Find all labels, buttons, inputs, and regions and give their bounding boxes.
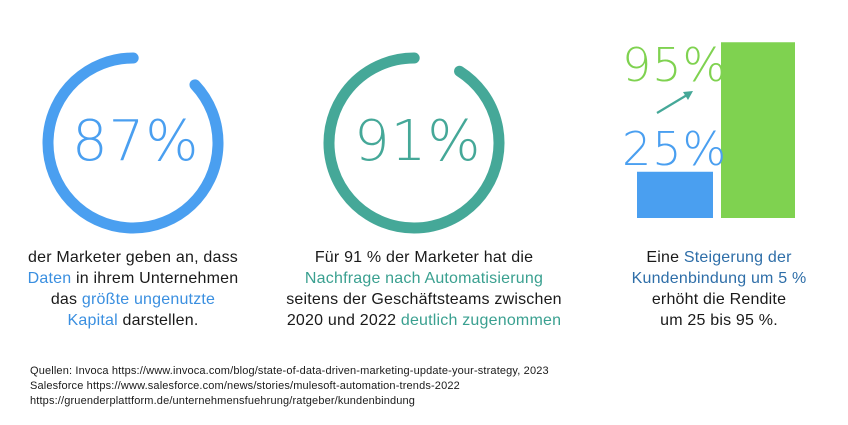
caption-91-highlight-zugenommen: deutlich zugenommen xyxy=(400,312,562,329)
caption-bars-highlight-steigerung: Steigerung der xyxy=(683,249,792,266)
caption-87: der Marketer geben an, dass Daten in ihr… xyxy=(18,247,248,331)
source-salesforce: Salesforce https://www.salesforce.com/ne… xyxy=(30,380,460,392)
caption-87-highlight-daten: Daten xyxy=(27,270,72,287)
caption-87-line3-pre: das xyxy=(50,291,82,308)
bar-95-label: 95% xyxy=(622,38,728,92)
caption-87-line4-rest: darstellen. xyxy=(117,312,199,329)
sources: Quellen: Invoca https://www.invoca.com/b… xyxy=(30,364,549,409)
caption-91-line4-pre: 2020 und 2022 xyxy=(286,312,401,329)
caption-91-line2: Nachfrage nach Automatisierung xyxy=(274,268,574,289)
bar-25-label: 25% xyxy=(622,122,728,176)
caption-bars-line1-pre: Eine xyxy=(646,249,684,266)
caption-87-line3: das größte ungenutzte xyxy=(18,289,248,310)
caption-87-line2-rest: in ihrem Unternehmen xyxy=(71,270,239,287)
caption-bars-line4: um 25 bis 95 %. xyxy=(660,312,778,329)
ring-91-label: 91% xyxy=(354,109,482,174)
bar-25 xyxy=(637,171,713,218)
caption-87-line2: Daten in ihrem Unternehmen xyxy=(18,268,248,289)
caption-bars-line3: erhöht die Rendite xyxy=(651,291,787,308)
ring-87-label: 87% xyxy=(72,109,200,174)
arrow-icon xyxy=(656,91,693,114)
source-invoca: Quellen: Invoca https://www.invoca.com/b… xyxy=(30,365,549,377)
caption-bars-line2: Kundenbindung um 5 % xyxy=(608,268,830,289)
caption-87-line4: Kapital darstellen. xyxy=(18,310,248,331)
caption-bars-highlight-kundenbindung: Kundenbindung um 5 % xyxy=(631,270,807,287)
caption-91-highlight-nachfrage: Nachfrage nach Automatisierung xyxy=(304,270,544,287)
caption-87-line1: der Marketer geben an, dass xyxy=(28,249,238,266)
bar-95 xyxy=(721,42,795,218)
caption-87-highlight-kapital2: Kapital xyxy=(67,312,118,329)
source-gruenderplattform: https://gruenderplattform.de/unternehmen… xyxy=(30,395,416,407)
caption-87-highlight-kapital1: größte ungenutzte xyxy=(81,291,216,308)
caption-bars-line1: Eine Steigerung der xyxy=(608,247,830,268)
caption-91-line4: 2020 und 2022 deutlich zugenommen xyxy=(274,310,574,331)
caption-bars: Eine Steigerung der Kundenbindung um 5 %… xyxy=(608,247,830,331)
caption-91-line1: Für 91 % der Marketer hat die xyxy=(314,249,534,266)
caption-91-line3: seitens der Geschäftsteams zwischen xyxy=(286,291,562,308)
caption-91: Für 91 % der Marketer hat die Nachfrage … xyxy=(274,247,574,331)
